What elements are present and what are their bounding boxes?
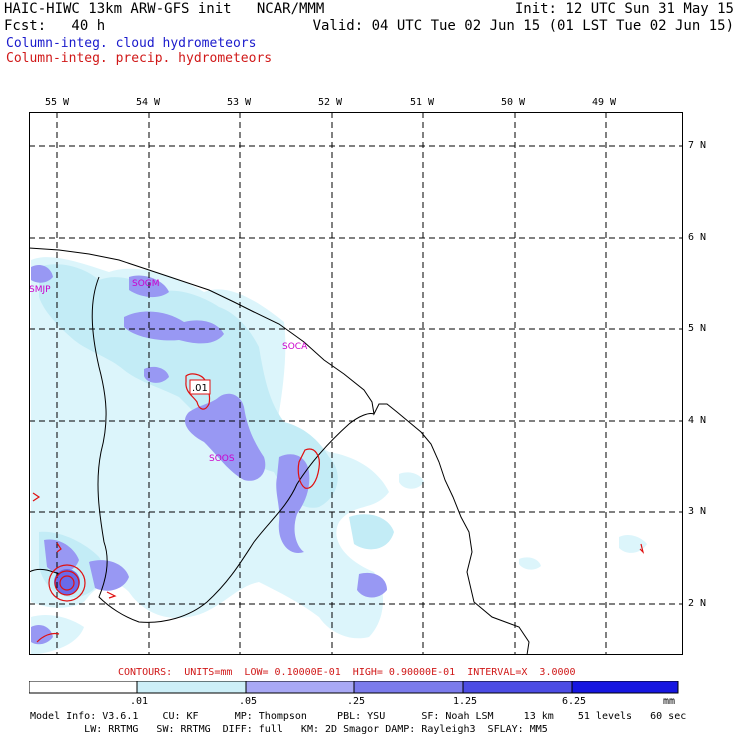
map-frame (29, 112, 683, 655)
lat-label: 7 N (688, 140, 707, 151)
scale-tick: .25 (347, 696, 366, 707)
cloud-field-core (54, 569, 80, 595)
lat-label: 5 N (688, 323, 707, 334)
lon-label: 54 W (136, 97, 161, 108)
model-info: Model Info: V3.6.1 CU: KF MP: Thompson P… (30, 711, 687, 722)
lat-label: 6 N (688, 232, 707, 243)
lat-label: 2 N (688, 598, 707, 609)
station-label: SOCA (282, 342, 308, 352)
svg-text:.01: .01 (192, 383, 208, 394)
contour-label: .01 (189, 379, 211, 395)
valid-time: Valid: 04 UTC Tue 02 Jun 15 (01 LST Tue … (312, 18, 734, 34)
lon-label: 49 W (592, 97, 617, 108)
coastline (29, 247, 530, 655)
scale-tick: 1.25 (453, 696, 478, 707)
precip-contours (32, 373, 645, 643)
scale-tick: .01 (130, 696, 149, 707)
map-panel: SMJP SOGM SOCA SOOS .01 (29, 112, 683, 655)
init-time: Init: 12 UTC Sun 31 May 15 (514, 1, 734, 17)
scale-tick: .05 (239, 696, 258, 707)
color-scale (29, 681, 679, 694)
lon-label: 52 W (318, 97, 343, 108)
precip-legend: Column-integ. precip. hydrometeors (6, 51, 273, 66)
station-label: SMJP (29, 285, 51, 295)
forecast-hour: Fcst: 40 h (4, 18, 106, 34)
scale-tick: 6.25 (562, 696, 587, 707)
scale-unit: mm (663, 696, 676, 707)
lon-label: 51 W (410, 97, 435, 108)
lat-lon-grid (29, 112, 683, 655)
physics-info: LW: RRTMG SW: RRTMG DIFF: full KM: 2D Sm… (30, 724, 548, 735)
station-label: SOOS (209, 454, 235, 464)
station-label: SOGM (132, 279, 160, 289)
model-title: HAIC-HIWC 13km ARW-GFS init NCAR/MMM (4, 1, 325, 17)
station-labels: SMJP SOGM SOCA SOOS (29, 279, 308, 464)
lon-label: 55 W (45, 97, 70, 108)
lon-label: 50 W (501, 97, 526, 108)
contour-info: CONTOURS: UNITS=mm LOW= 0.10000E-01 HIGH… (118, 667, 576, 678)
lon-label: 53 W (227, 97, 252, 108)
lat-label: 3 N (688, 506, 707, 517)
lat-label: 4 N (688, 415, 707, 426)
cloud-legend: Column-integ. cloud hydrometeors (6, 36, 257, 51)
